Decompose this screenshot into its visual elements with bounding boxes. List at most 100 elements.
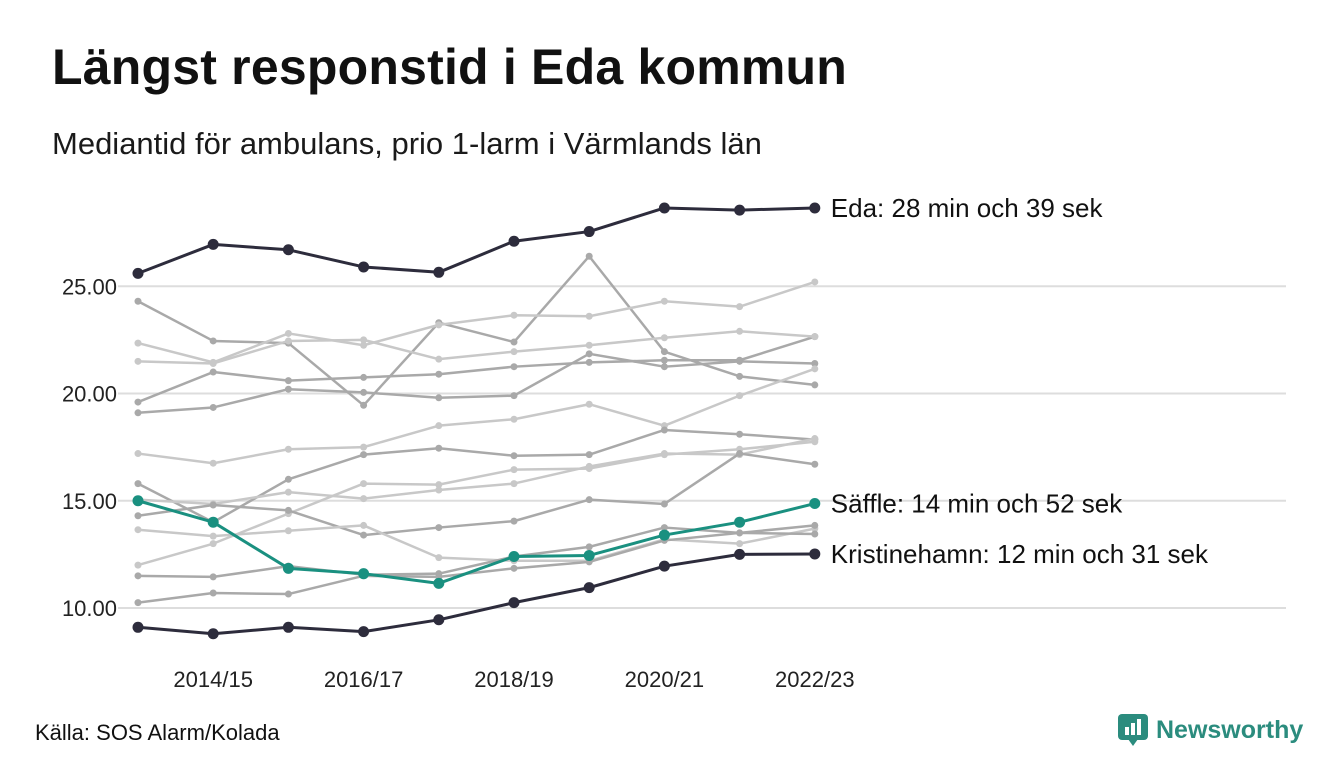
data-point [736, 540, 744, 548]
data-point [585, 543, 593, 551]
data-point [435, 321, 443, 329]
series-line [137, 280, 816, 364]
data-point [358, 261, 370, 273]
brand-logo[interactable]: Newsworthy [1118, 714, 1303, 746]
data-point [134, 572, 142, 580]
data-point [660, 297, 668, 305]
data-point [209, 540, 217, 548]
series-other [134, 450, 819, 539]
series-line [137, 524, 816, 563]
data-point [207, 628, 219, 640]
data-point [360, 336, 368, 344]
data-point [658, 202, 670, 214]
data-point [585, 400, 593, 408]
data-point [510, 348, 518, 356]
newsworthy-logo-icon [1118, 714, 1148, 746]
data-point [134, 450, 142, 458]
data-point [284, 445, 292, 453]
data-point [585, 496, 593, 504]
data-point [435, 422, 443, 430]
data-point [736, 529, 744, 537]
y-tick-label: 10.00 [62, 596, 117, 621]
data-point [585, 252, 593, 260]
data-point [358, 626, 370, 638]
data-point [510, 517, 518, 525]
data-point [660, 356, 668, 364]
data-point [134, 561, 142, 569]
data-point [360, 531, 368, 539]
data-point [207, 238, 219, 250]
data-point [660, 451, 668, 459]
data-point [282, 244, 294, 256]
data-point [734, 516, 746, 528]
data-point [284, 506, 292, 514]
gridlines [118, 285, 1286, 609]
data-point [209, 532, 217, 540]
data-point [811, 278, 819, 286]
data-point [360, 341, 368, 349]
data-point [358, 568, 370, 580]
data-point [510, 480, 518, 488]
data-point [734, 204, 746, 216]
data-point [360, 373, 368, 381]
data-point [282, 621, 294, 633]
series-other [134, 350, 819, 417]
data-point [660, 500, 668, 508]
series-kristinehamn [132, 548, 821, 640]
line-chart: 10.00 15.00 20.00 25.00 2014/15 2016/17 2018/… [62, 193, 1286, 692]
data-point [284, 475, 292, 483]
series-other [134, 252, 819, 409]
chart-title: Längst responstid i Eda kommun [52, 39, 847, 95]
data-point [134, 357, 142, 365]
data-point [360, 521, 368, 529]
data-point [508, 551, 520, 563]
data-point [510, 311, 518, 319]
series-line [137, 330, 815, 365]
data-point [134, 480, 142, 488]
series-line [137, 440, 815, 567]
source-note: Källa: SOS Alarm/Kolada [35, 720, 280, 745]
data-point [811, 365, 819, 373]
end-label: Eda: 28 min och 39 sek [831, 193, 1104, 223]
data-point [360, 495, 368, 503]
data-point [660, 348, 668, 356]
data-point [583, 549, 595, 561]
data-point [736, 430, 744, 438]
data-point [660, 426, 668, 434]
data-point [134, 297, 142, 305]
series-line [137, 499, 816, 585]
series-line [137, 254, 815, 407]
series-line [137, 428, 815, 524]
data-point [811, 359, 819, 367]
data-point [209, 589, 217, 597]
data-point [583, 226, 595, 238]
data-point [209, 403, 217, 411]
series-other [134, 435, 819, 508]
x-tick-label: 2022/23 [775, 667, 855, 692]
data-point [435, 524, 443, 532]
data-point [433, 266, 445, 278]
data-point [360, 480, 368, 488]
data-point [811, 381, 819, 389]
data-point [209, 573, 217, 581]
data-point [435, 554, 443, 562]
data-point [209, 359, 217, 367]
data-point [435, 355, 443, 363]
brand-name: Newsworthy [1156, 715, 1304, 744]
data-point [510, 363, 518, 371]
data-point [134, 512, 142, 520]
end-labels: Eda: 28 min och 39 sek Säffle: 14 min och… [831, 193, 1209, 569]
data-point [209, 368, 217, 376]
data-point [132, 495, 144, 507]
x-tick-label: 2020/21 [625, 667, 705, 692]
y-tick-label: 25.00 [62, 274, 117, 299]
data-point [510, 392, 518, 400]
highlighted-series [132, 202, 821, 640]
data-point [658, 560, 670, 572]
data-point [585, 465, 593, 473]
data-point [284, 527, 292, 535]
end-label: Säffle: 14 min och 52 sek [831, 489, 1123, 519]
data-point [585, 358, 593, 366]
x-tick-label: 2018/19 [474, 667, 554, 692]
data-point [284, 488, 292, 496]
